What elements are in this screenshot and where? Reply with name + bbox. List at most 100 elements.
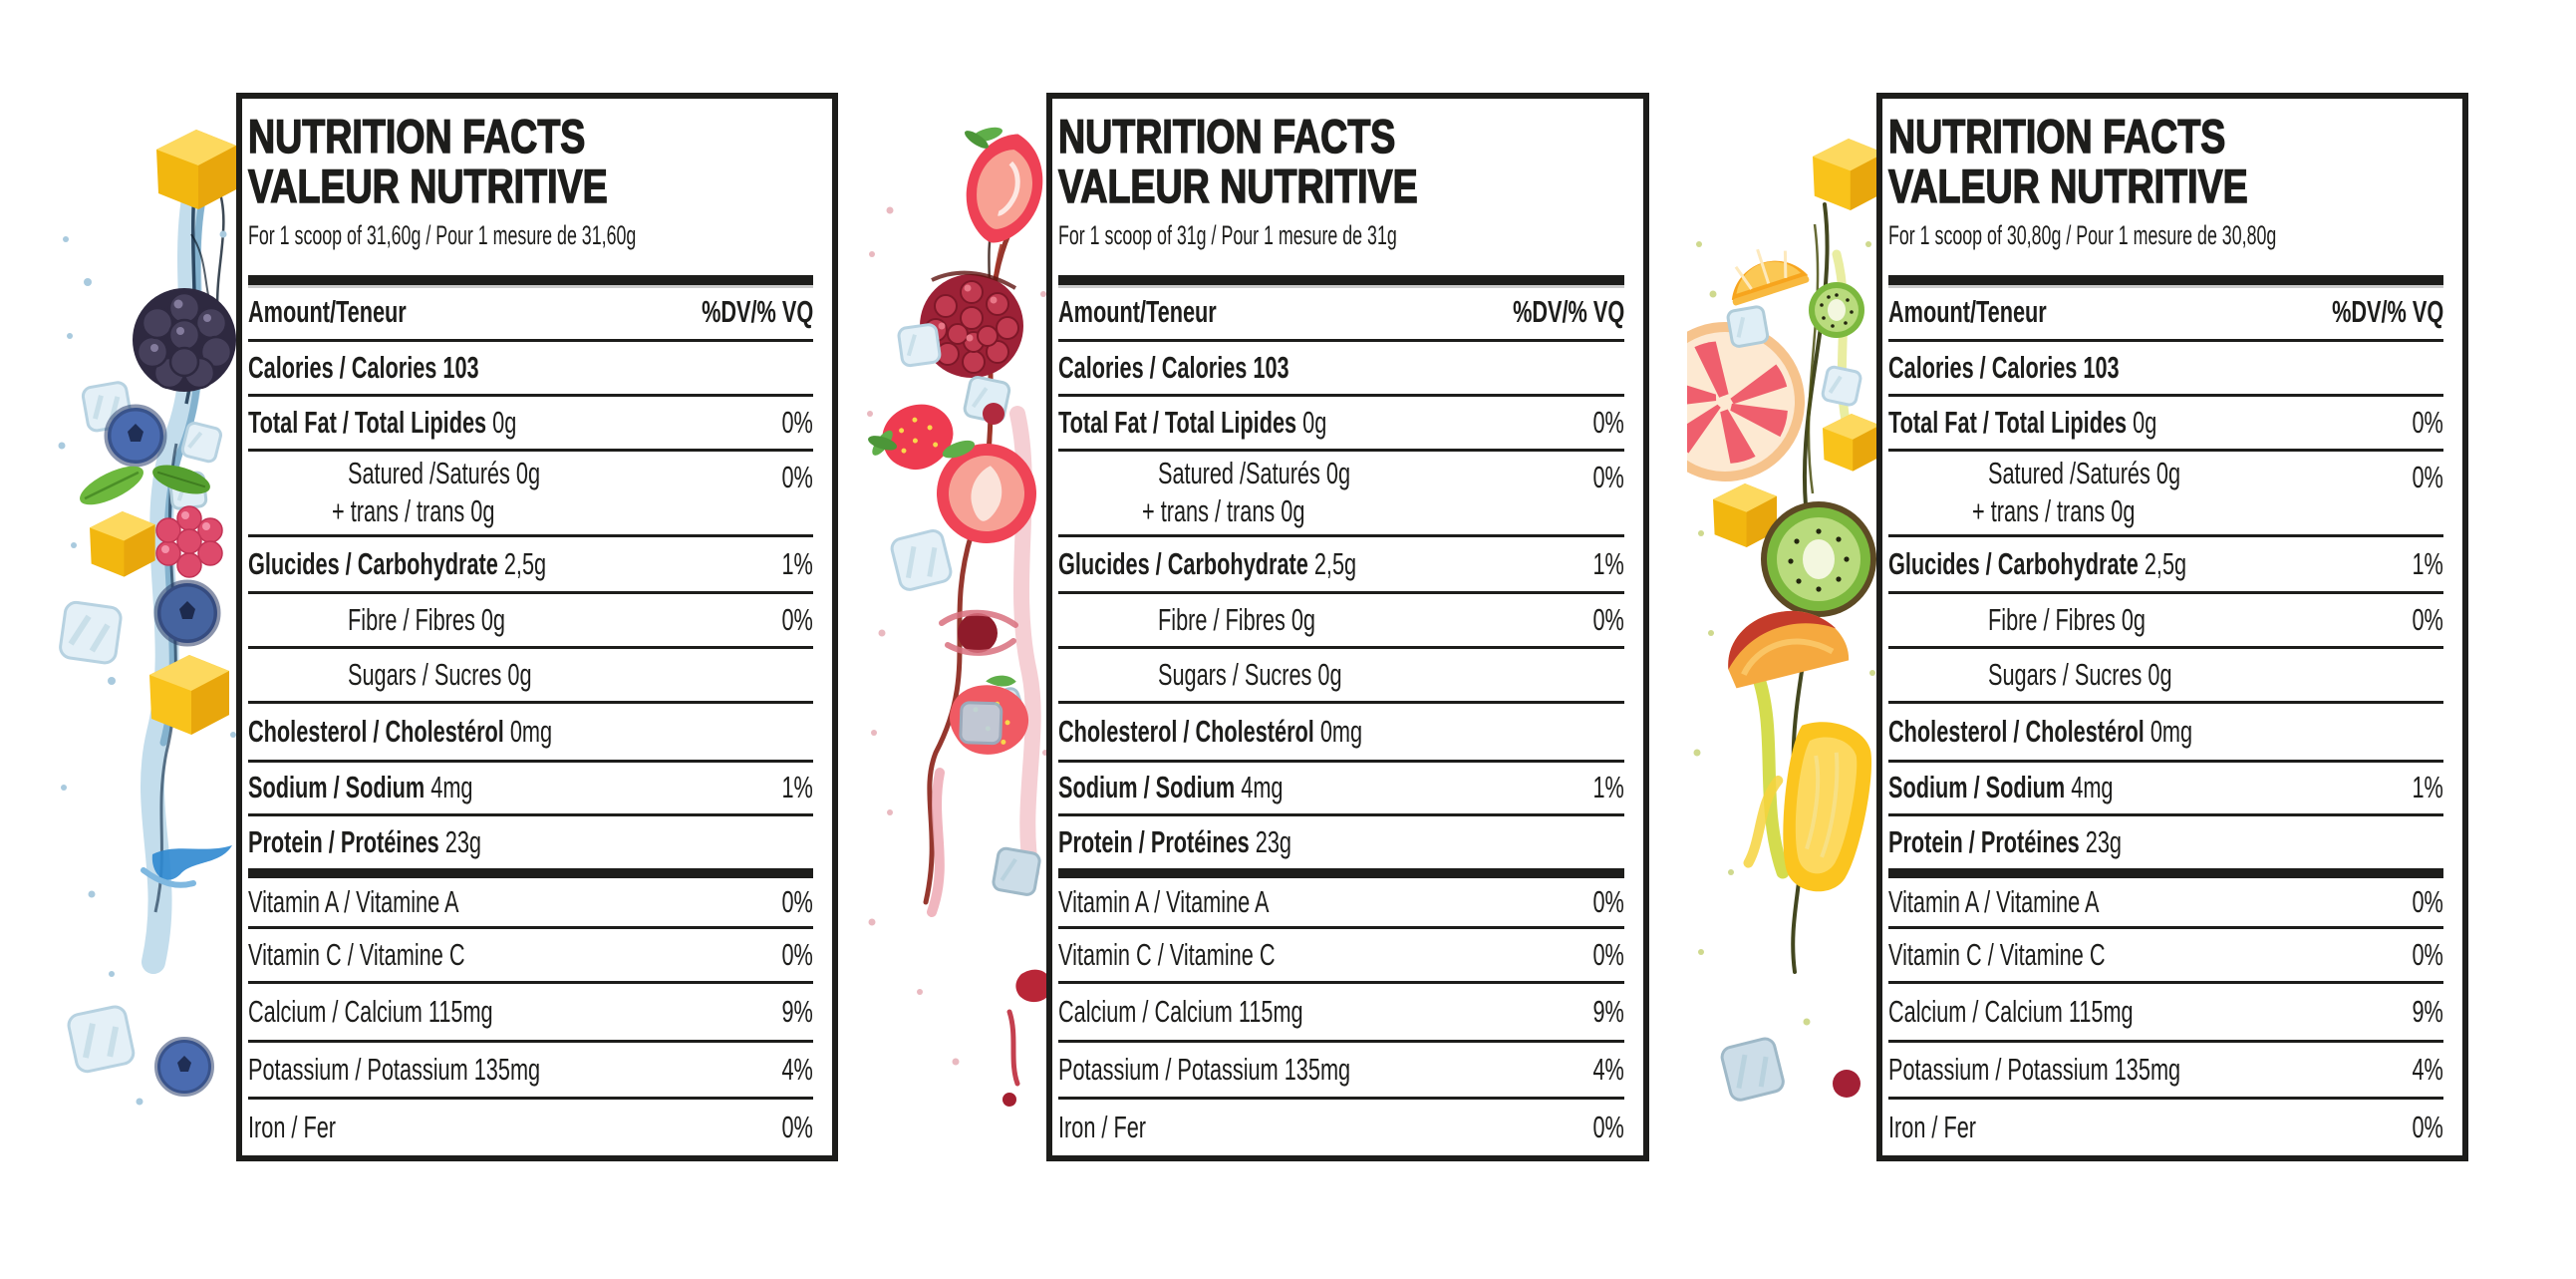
droplets [1693, 241, 1875, 1026]
row-fibre-fibres: Fibre / Fibres 0g 0% [248, 591, 813, 646]
label-title: NUTRITION FACTS VALEUR NUTRITIVE [1057, 110, 1418, 213]
nutrition-label-2: NUTRITION FACTS VALEUR NUTRITIVE For 1 s… [1046, 93, 1649, 1161]
water-droplets [58, 230, 236, 1106]
blueberry-icon [104, 404, 221, 1097]
row-potassium-potassium: Potassium / Potassium 135mg 4% [248, 1039, 813, 1097]
nutrient-table: Amount/Teneur %DV/% VQ Calories / Calori… [1888, 285, 2443, 1155]
serving-size: For 1 scoop of 30,80g / Pour 1 mesure de… [1888, 219, 2277, 250]
row-vitamin-c-vitamine-c: Vitamin C / Vitamine C 0% [248, 926, 813, 981]
nutrition-label-3: NUTRITION FACTS VALEUR NUTRITIVE For 1 s… [1876, 93, 2468, 1161]
red-splash-bottom-icon [1002, 969, 1053, 1107]
label-header: NUTRITION FACTS VALEUR NUTRITIVE For 1 s… [1887, 99, 2443, 275]
droplets [867, 206, 1048, 1066]
row-total-fat-total-lipides: Total Fat / Total Lipides 0g 0% [1888, 394, 2443, 448]
column-amount: Amount/Teneur [248, 294, 407, 330]
red-berry-splash-icon [939, 609, 1018, 656]
row-sugars-sucres: Sugars / Sucres 0g [1058, 646, 1624, 701]
kiwi-half-icon [1761, 501, 1876, 617]
protein-divider-bar [1888, 868, 2443, 879]
row-iron-fer: Iron / Fer 0% [248, 1096, 813, 1155]
row-potassium-potassium: Potassium / Potassium 135mg 4% [1888, 1039, 2443, 1097]
row-sugars-sucres: Sugars / Sucres 0g [1888, 646, 2443, 701]
row-fibre-fibres: Fibre / Fibres 0g 0% [1058, 591, 1624, 646]
row-sodium-sodium: Sodium / Sodium 4mg 1% [1058, 759, 1624, 813]
row-cholesterol-cholest-rol: Cholesterol / Cholestérol 0mg [1058, 701, 1624, 759]
column-dv: %DV/% VQ [1512, 294, 1624, 330]
row-vitamin-a-vitamine-a: Vitamin A / Vitamine A 0% [1888, 884, 2443, 920]
row-vitamin-a-vitamine-a: Vitamin A / Vitamine A 0% [248, 884, 813, 920]
label-header: NUTRITION FACTS VALEUR NUTRITIVE For 1 s… [1057, 99, 1624, 275]
orange-wedge-icon [1731, 248, 1810, 306]
serving-size: For 1 scoop of 31,60g / Pour 1 mesure de… [248, 219, 637, 250]
column-amount: Amount/Teneur [1058, 294, 1217, 330]
row-total-fat-total-lipides: Total Fat / Total Lipides 0g 0% [248, 394, 813, 448]
row-calcium-calcium: Calcium / Calcium 115mg 9% [1888, 981, 2443, 1039]
peach-slice-icon [1728, 610, 1850, 689]
row-total-fat-total-lipides: Total Fat / Total Lipides 0g 0% [1058, 394, 1624, 448]
row-calcium-calcium: Calcium / Calcium 115mg 9% [1058, 981, 1624, 1039]
row-vitamin-c-vitamine-c: Vitamin C / Vitamine C 0% [1888, 926, 2443, 981]
mango-cube-icon [1713, 139, 1881, 547]
row-amount-header: Amount/Teneur %DV/% VQ [1058, 285, 1624, 339]
label-title: NUTRITION FACTS VALEUR NUTRITIVE [247, 110, 608, 213]
blue-splash-icon [141, 845, 232, 888]
row-amount-header: Amount/Teneur %DV/% VQ [248, 285, 813, 339]
serving-size: For 1 scoop of 31g / Pour 1 mesure de 31… [1058, 219, 1397, 250]
column-dv: %DV/% VQ [2331, 294, 2443, 330]
column-amount: Amount/Teneur [1888, 294, 2047, 330]
row-calories-calories: Calories / Calories 103 [1888, 339, 2443, 394]
row-satured-satur-s: Satured /Saturés 0g+ trans / trans 0g 0% [1888, 448, 2443, 534]
label-header: NUTRITION FACTS VALEUR NUTRITIVE For 1 s… [247, 99, 813, 275]
row-vitamin-a-vitamine-a: Vitamin A / Vitamine A 0% [1058, 884, 1624, 920]
strawberry-half-icon [937, 440, 1036, 543]
fruit-decoration-strawberry-splash-icon [867, 127, 1053, 1107]
pomegranate-seed-icon [983, 403, 1004, 425]
blackberry-icon [133, 288, 236, 392]
label-title: NUTRITION FACTS VALEUR NUTRITIVE [1887, 110, 2248, 213]
row-cholesterol-cholest-rol: Cholesterol / Cholestérol 0mg [1888, 701, 2443, 759]
mango-chunk-icon [1743, 722, 1871, 892]
protein-divider-bar [248, 868, 813, 879]
row-fibre-fibres: Fibre / Fibres 0g 0% [1888, 591, 2443, 646]
nutrient-table: Amount/Teneur %DV/% VQ Calories / Calori… [1058, 285, 1624, 1155]
row-glucides-carbohydrate: Glucides / Carbohydrate 2,5g 1% [1058, 533, 1624, 591]
raspberry-icon [155, 505, 223, 578]
fruit-decoration-berries-splash-icon [58, 130, 236, 1106]
row-calcium-calcium: Calcium / Calcium 115mg 9% [248, 981, 813, 1039]
row-glucides-carbohydrate: Glucides / Carbohydrate 2,5g 1% [248, 533, 813, 591]
row-potassium-potassium: Potassium / Potassium 135mg 4% [1058, 1039, 1624, 1097]
row-iron-fer: Iron / Fer 0% [1058, 1096, 1624, 1155]
row-satured-satur-s: Satured /Saturés 0g+ trans / trans 0g 0% [1058, 448, 1624, 534]
row-calories-calories: Calories / Calories 103 [248, 339, 813, 394]
row-iron-fer: Iron / Fer 0% [1888, 1096, 2443, 1155]
grapefruit-half-icon [1687, 322, 1805, 481]
row-sugars-sucres: Sugars / Sucres 0g [248, 646, 813, 701]
row-sodium-sodium: Sodium / Sodium 4mg 1% [248, 759, 813, 813]
nutrient-table: Amount/Teneur %DV/% VQ Calories / Calori… [248, 285, 813, 1155]
mango-cube-icon [90, 130, 236, 735]
row-glucides-carbohydrate: Glucides / Carbohydrate 2,5g 1% [1888, 533, 2443, 591]
header-divider-bar [1888, 275, 2443, 285]
kiwi-slice-icon [1809, 282, 1864, 338]
row-sodium-sodium: Sodium / Sodium 4mg 1% [1888, 759, 2443, 813]
berry-bottom-icon [1833, 1070, 1860, 1098]
strawberry-icon [868, 404, 954, 471]
strawberry-with-ice-icon [950, 675, 1029, 755]
fruit-decoration-tropical-splash-icon [1687, 139, 1881, 1102]
row-calories-calories: Calories / Calories 103 [1058, 339, 1624, 394]
nutrition-label-1: NUTRITION FACTS VALEUR NUTRITIVE For 1 s… [236, 93, 838, 1161]
row-amount-header: Amount/Teneur %DV/% VQ [1888, 285, 2443, 339]
row-vitamin-c-vitamine-c: Vitamin C / Vitamine C 0% [1058, 926, 1624, 981]
header-divider-bar [248, 275, 813, 285]
row-satured-satur-s: Satured /Saturés 0g+ trans / trans 0g 0% [248, 448, 813, 534]
leaf-icon [80, 465, 210, 505]
ice-cube-icon [59, 381, 223, 1074]
column-dv: %DV/% VQ [701, 294, 813, 330]
row-protein-prot-ines: Protein / Protéines 23g [1058, 812, 1624, 868]
strawberry-slice-icon [965, 127, 1043, 243]
row-protein-prot-ines: Protein / Protéines 23g [1888, 812, 2443, 868]
row-cholesterol-cholest-rol: Cholesterol / Cholestérol 0mg [248, 701, 813, 759]
row-protein-prot-ines: Protein / Protéines 23g [248, 812, 813, 868]
protein-divider-bar [1058, 868, 1624, 879]
